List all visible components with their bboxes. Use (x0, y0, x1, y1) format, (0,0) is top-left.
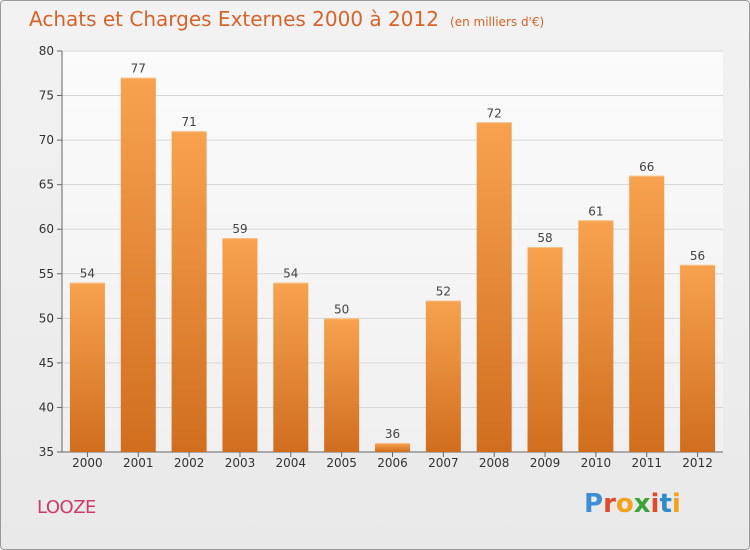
data-label-2004: 54 (283, 267, 298, 281)
data-label-2007: 52 (436, 285, 451, 299)
y-tick-label: 35 (39, 445, 54, 459)
bar-2010 (578, 220, 614, 452)
plot-area (62, 51, 723, 452)
data-label-2005: 50 (334, 302, 349, 316)
bar-2000 (69, 282, 105, 452)
data-label-2010: 61 (588, 204, 603, 218)
logo-letter: o (615, 489, 634, 519)
x-tick-label-2003: 2003 (225, 456, 256, 470)
bar-2008 (476, 122, 512, 453)
data-label-2003: 59 (232, 222, 247, 236)
y-tick-label: 80 (39, 44, 54, 58)
bar-2005 (324, 318, 360, 452)
proxiti-logo[interactable]: Proxiti (584, 489, 681, 519)
chart-title: Achats et Charges Externes 2000 à 2012 (29, 7, 439, 31)
x-tick-label-2000: 2000 (72, 456, 103, 470)
bar-2006 (375, 443, 410, 452)
logo-letter: r (603, 489, 616, 519)
y-tick-label: 65 (39, 178, 54, 192)
bar-2003 (222, 238, 258, 452)
data-label-2012: 56 (690, 249, 705, 263)
bar-2002 (171, 131, 207, 452)
bar-2011 (629, 175, 665, 452)
x-tick-label-2009: 2009 (530, 456, 561, 470)
logo-letter: i (650, 489, 660, 519)
x-tick-label-2012: 2012 (682, 456, 713, 470)
x-tick-label-2004: 2004 (276, 456, 307, 470)
data-label-2001: 77 (131, 62, 146, 76)
y-tick-label: 70 (39, 133, 54, 147)
bar-2007 (425, 300, 461, 452)
chart-title-row: Achats et Charges Externes 2000 à 2012 (… (29, 7, 544, 31)
chart-unit: (en milliers d'€) (450, 15, 545, 29)
logo-letter: x (633, 489, 651, 519)
x-tick-label-2008: 2008 (479, 456, 510, 470)
data-label-2008: 72 (487, 106, 502, 120)
data-label-2009: 58 (537, 231, 552, 245)
bar-2001 (120, 77, 156, 452)
y-tick-label: 60 (39, 222, 54, 236)
x-tick-label-2007: 2007 (428, 456, 459, 470)
logo-letter: P (584, 489, 604, 519)
x-tick-label-2006: 2006 (377, 456, 408, 470)
y-tick-label: 50 (39, 311, 54, 325)
x-tick-label-2010: 2010 (581, 456, 612, 470)
y-tick-label: 40 (39, 400, 54, 414)
x-tick-label-2005: 2005 (326, 456, 357, 470)
y-tick-label: 45 (39, 356, 54, 370)
y-tick-label: 75 (39, 89, 54, 103)
logo-letter: t (659, 489, 672, 519)
x-tick-label-2002: 2002 (174, 456, 205, 470)
data-label-2002: 71 (181, 115, 196, 129)
logo-letter: i (671, 489, 681, 519)
bar-2004 (273, 282, 309, 452)
data-label-2000: 54 (80, 267, 95, 281)
commune-name: LOOZE (37, 497, 96, 518)
data-label-2006: 36 (385, 427, 400, 441)
y-tick-label: 55 (39, 267, 54, 281)
x-tick-label-2011: 2011 (631, 456, 662, 470)
bar-2012 (680, 264, 716, 452)
x-tick-label-2001: 2001 (123, 456, 154, 470)
bar-2009 (527, 247, 563, 452)
data-label-2011: 66 (639, 160, 654, 174)
